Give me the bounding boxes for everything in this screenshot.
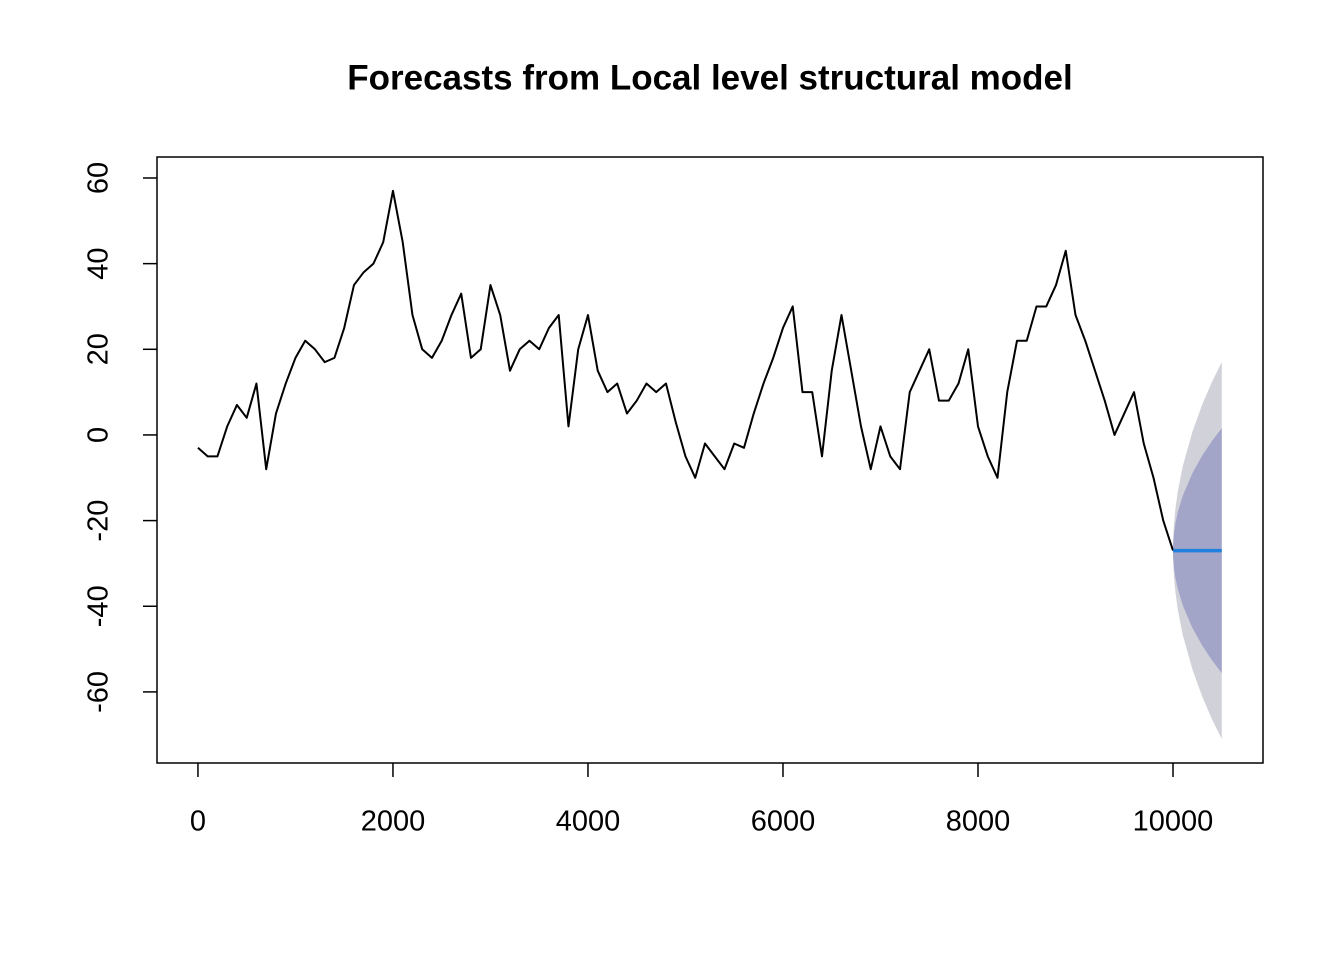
- plot-frame: [156, 156, 1264, 764]
- y-tick-label: 40: [83, 248, 115, 280]
- chart-title: Forecasts from Local level structural mo…: [347, 58, 1073, 97]
- y-tick-label: -20: [83, 500, 115, 542]
- x-tick-label: 10000: [1133, 806, 1214, 838]
- x-tick-label: 6000: [751, 806, 816, 838]
- x-tick-label: 0: [190, 806, 206, 838]
- y-tick-label: 20: [83, 333, 115, 365]
- x-tick-label: 8000: [946, 806, 1011, 838]
- y-tick-label: 60: [83, 162, 115, 194]
- y-tick-label: -60: [83, 671, 115, 713]
- x-tick-label: 2000: [361, 806, 426, 838]
- y-tick-label: 0: [83, 427, 115, 443]
- series-line: [197, 189, 1174, 551]
- x-tick-label: 4000: [556, 806, 621, 838]
- y-tick-label: -40: [83, 585, 115, 627]
